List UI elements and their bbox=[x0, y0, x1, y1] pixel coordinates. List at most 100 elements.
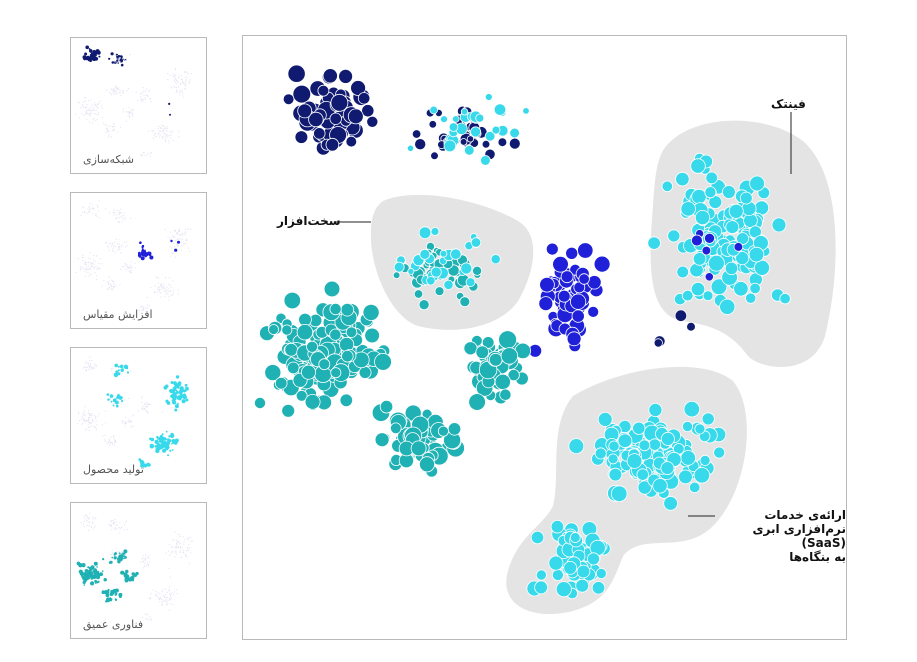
company-bubble-product[interactable] bbox=[484, 93, 493, 101]
company-bubble-deeptech[interactable] bbox=[437, 425, 449, 437]
company-bubble-product[interactable] bbox=[460, 262, 473, 275]
thumbnail-networking[interactable]: شبکه‌سازی bbox=[70, 37, 207, 174]
company-bubble-product[interactable] bbox=[753, 259, 770, 276]
company-bubble-networking[interactable] bbox=[345, 135, 358, 148]
company-bubble-product[interactable] bbox=[608, 467, 623, 482]
company-bubble-product[interactable] bbox=[535, 569, 547, 581]
company-bubble-product[interactable] bbox=[626, 453, 643, 469]
company-bubble-networking[interactable] bbox=[350, 80, 366, 96]
company-bubble-product[interactable] bbox=[745, 292, 757, 304]
company-bubble-deeptech[interactable] bbox=[418, 299, 430, 311]
company-bubble-product[interactable] bbox=[448, 122, 459, 132]
company-bubble-product[interactable] bbox=[704, 186, 717, 199]
company-bubble-scaling[interactable] bbox=[593, 255, 611, 273]
company-bubble-product[interactable] bbox=[681, 420, 693, 432]
company-bubble-product[interactable] bbox=[771, 217, 787, 233]
company-bubble-product[interactable] bbox=[676, 265, 690, 279]
company-bubble-product[interactable] bbox=[735, 251, 750, 266]
company-bubble-product[interactable] bbox=[660, 461, 675, 476]
thumbnail-product[interactable]: تولید محصول bbox=[70, 347, 207, 484]
company-bubble-networking[interactable] bbox=[297, 103, 313, 119]
company-bubble-deeptech[interactable] bbox=[392, 271, 401, 280]
company-bubble-product[interactable] bbox=[595, 568, 607, 580]
company-bubble-deeptech[interactable] bbox=[481, 336, 495, 349]
company-bubble-product[interactable] bbox=[690, 158, 706, 174]
company-bubble-scaling[interactable] bbox=[539, 276, 555, 293]
company-bubble-product[interactable] bbox=[648, 438, 662, 451]
company-bubble-networking[interactable] bbox=[428, 120, 437, 129]
company-bubble-networking[interactable] bbox=[347, 108, 364, 125]
company-bubble-deeptech[interactable] bbox=[284, 342, 298, 357]
company-bubble-deeptech[interactable] bbox=[306, 340, 319, 353]
company-bubble-product[interactable] bbox=[680, 201, 696, 217]
company-bubble-networking[interactable] bbox=[366, 115, 379, 128]
company-bubble-product[interactable] bbox=[728, 203, 744, 219]
company-bubble-product[interactable] bbox=[490, 254, 501, 265]
company-bubble-scaling[interactable] bbox=[538, 296, 554, 312]
company-bubble-product[interactable] bbox=[464, 145, 475, 156]
company-bubble-deeptech[interactable] bbox=[374, 432, 390, 448]
company-bubble-networking[interactable] bbox=[317, 84, 330, 97]
company-bubble-networking[interactable] bbox=[508, 137, 521, 150]
company-bubble-product[interactable] bbox=[465, 277, 476, 288]
company-bubble-product[interactable] bbox=[681, 289, 694, 302]
company-bubble-scaling[interactable] bbox=[557, 289, 571, 303]
company-bubble-deeptech[interactable] bbox=[301, 364, 317, 380]
company-bubble-product[interactable] bbox=[680, 450, 697, 466]
company-bubble-product[interactable] bbox=[632, 421, 646, 435]
company-bubble-networking[interactable] bbox=[287, 64, 306, 83]
company-bubble-networking[interactable] bbox=[329, 112, 342, 126]
company-bubble-product[interactable] bbox=[443, 279, 454, 290]
company-bubble-product[interactable] bbox=[694, 423, 706, 435]
company-bubble-deeptech[interactable] bbox=[459, 296, 471, 308]
company-bubble-deeptech[interactable] bbox=[434, 286, 445, 297]
company-bubble-product[interactable] bbox=[648, 402, 663, 417]
company-bubble-product[interactable] bbox=[594, 447, 607, 460]
company-bubble-product[interactable] bbox=[430, 266, 442, 278]
company-bubble-networking[interactable] bbox=[459, 138, 468, 146]
company-bubble-deeptech[interactable] bbox=[264, 364, 282, 382]
company-bubble-product[interactable] bbox=[418, 226, 432, 240]
company-bubble-product[interactable] bbox=[568, 438, 585, 455]
company-bubble-product[interactable] bbox=[393, 261, 405, 273]
company-bubble-product[interactable] bbox=[652, 478, 668, 494]
company-bubble-deeptech[interactable] bbox=[362, 303, 380, 321]
company-bubble-deeptech[interactable] bbox=[281, 403, 296, 418]
company-bubble-deeptech[interactable] bbox=[329, 328, 342, 341]
company-bubble-deeptech[interactable] bbox=[413, 289, 424, 299]
company-bubble-product[interactable] bbox=[663, 496, 678, 511]
company-bubble-deeptech[interactable] bbox=[499, 388, 512, 401]
company-bubble-product[interactable] bbox=[690, 281, 706, 297]
company-bubble-deeptech[interactable] bbox=[374, 352, 392, 371]
company-bubble-deeptech[interactable] bbox=[318, 358, 331, 371]
company-bubble-product[interactable] bbox=[475, 113, 485, 123]
company-bubble-deeptech[interactable] bbox=[329, 302, 342, 316]
company-bubble-product[interactable] bbox=[754, 200, 770, 216]
company-bubble-product[interactable] bbox=[591, 581, 606, 595]
company-bubble-networking[interactable] bbox=[481, 140, 491, 149]
company-bubble-deeptech[interactable] bbox=[345, 326, 358, 339]
company-bubble-product[interactable] bbox=[749, 175, 765, 192]
company-bubble-scaling[interactable] bbox=[569, 293, 587, 310]
company-bubble-networking[interactable] bbox=[282, 93, 295, 105]
company-bubble-product[interactable] bbox=[724, 261, 739, 276]
company-bubble-networking[interactable] bbox=[411, 129, 422, 139]
company-bubble-scaling[interactable] bbox=[571, 309, 585, 323]
company-bubble-scaling[interactable] bbox=[733, 242, 744, 252]
company-bubble-product[interactable] bbox=[576, 564, 591, 579]
company-bubble-scaling[interactable] bbox=[577, 242, 594, 259]
company-bubble-scaling[interactable] bbox=[704, 272, 714, 282]
company-bubble-product[interactable] bbox=[450, 248, 462, 260]
company-bubble-product[interactable] bbox=[426, 276, 436, 286]
company-bubble-product[interactable] bbox=[563, 561, 578, 575]
company-bubble-product[interactable] bbox=[719, 298, 736, 315]
company-bubble-product[interactable] bbox=[460, 107, 469, 116]
company-bubble-product[interactable] bbox=[439, 249, 448, 258]
company-bubble-deeptech[interactable] bbox=[498, 330, 518, 350]
company-bubble-product[interactable] bbox=[575, 578, 590, 593]
company-bubble-deeptech[interactable] bbox=[488, 352, 503, 367]
company-bubble-product[interactable] bbox=[610, 485, 628, 503]
company-bubble-product[interactable] bbox=[551, 569, 564, 582]
company-bubble-networking[interactable] bbox=[653, 338, 663, 348]
company-bubble-scaling[interactable] bbox=[701, 245, 712, 256]
